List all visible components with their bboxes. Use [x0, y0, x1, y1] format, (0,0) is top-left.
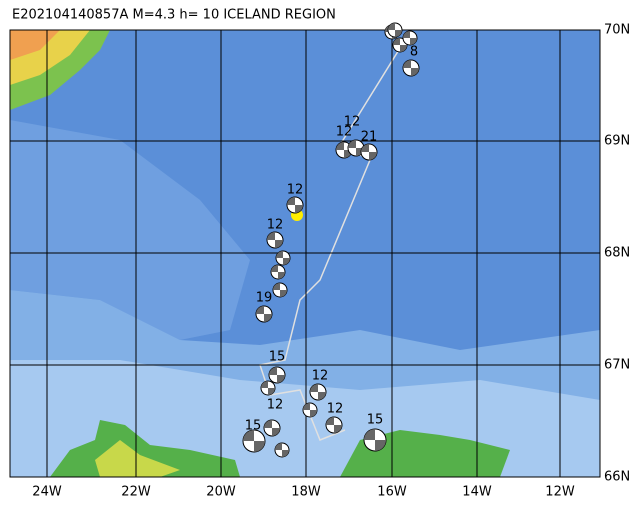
beachball-quadrant [388, 23, 402, 37]
event-label: 12 [336, 125, 353, 140]
lon-label: 20W [206, 485, 236, 500]
lon-label: 14W [462, 485, 492, 500]
lat-label: 70N [604, 23, 630, 38]
beachball-quadrant [287, 197, 303, 213]
lat-label: 66N [604, 470, 630, 485]
beachball-quadrant [261, 381, 275, 395]
event-label: 19 [256, 291, 273, 306]
event-label: 15 [269, 350, 286, 365]
lon-label: 12W [545, 485, 575, 500]
beachball-quadrant [269, 367, 285, 383]
title: E202104140857A M=4.3 h= 10 ICELAND REGIO… [12, 8, 336, 23]
beachball-quadrant [393, 38, 407, 52]
beachball-quadrant [264, 420, 280, 436]
beachball-quadrant [267, 232, 283, 248]
event-label: 21 [361, 130, 378, 145]
ocean-mid [10, 120, 250, 340]
beachball-quadrant [303, 403, 317, 417]
lat-label: 68N [604, 246, 630, 261]
beachball-quadrant [275, 443, 289, 457]
event-label: 12 [267, 218, 284, 233]
beachball-quadrant [271, 265, 285, 279]
beachball-quadrant [256, 306, 272, 322]
event-label: 12 [267, 398, 284, 413]
beachball-quadrant [310, 384, 326, 400]
lon-label: 22W [121, 485, 151, 500]
event-label: 12 [327, 402, 344, 417]
event-label: 12 [344, 115, 361, 130]
beachball-quadrant [403, 60, 419, 76]
beachball-quadrant [276, 251, 290, 265]
beachball-quadrant [273, 283, 287, 297]
beachball-quadrant [326, 417, 342, 433]
lon-label: 24W [32, 485, 62, 500]
event-label: 8 [410, 45, 418, 60]
beachball-quadrant [348, 140, 364, 156]
event-label: 15 [367, 413, 384, 428]
beachball-quadrant [336, 142, 352, 158]
beachball-quadrant [403, 31, 417, 45]
land-high [95, 440, 180, 477]
lon-label: 18W [291, 485, 321, 500]
event-label: 15 [245, 419, 262, 434]
event-label: 12 [287, 183, 304, 198]
beachball-quadrant [243, 430, 265, 452]
lon-label: 16W [377, 485, 407, 500]
beachball-quadrant [364, 429, 386, 451]
lat-label: 69N [604, 134, 630, 149]
frame [9, 29, 601, 478]
beachball-quadrant [361, 144, 377, 160]
event-label: 12 [312, 369, 329, 384]
lat-label: 67N [604, 358, 630, 373]
